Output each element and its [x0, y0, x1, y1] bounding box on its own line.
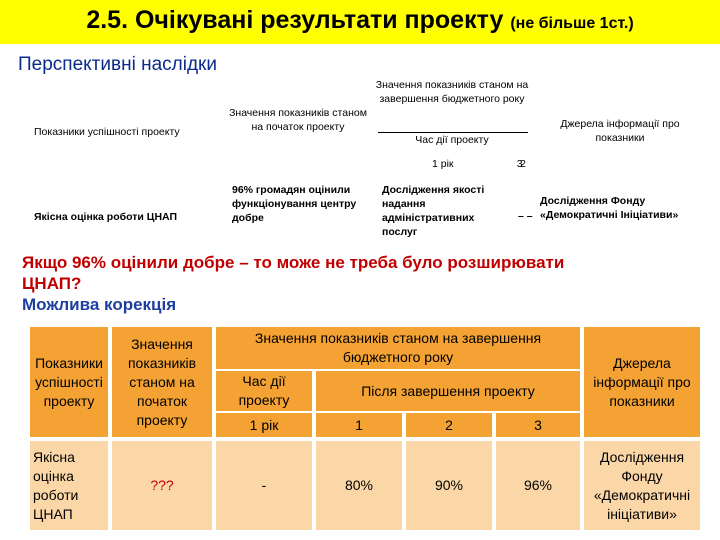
- upper-h-divider: [378, 132, 528, 133]
- lower-h-start: Значення показників станом на початок пр…: [112, 327, 212, 437]
- lower-year1: 1 рік: [216, 413, 312, 437]
- lower-row-start: ???: [112, 441, 212, 530]
- upper-row-start: 96% громадян оцінили функціонування цент…: [232, 184, 357, 224]
- upper-h-sources: Джерела інформації про показники: [560, 118, 680, 144]
- upper-row-dash: – –: [518, 210, 533, 222]
- title-note: (не більше 1ст.): [510, 15, 634, 32]
- lower-after-col-3: 3: [496, 413, 580, 437]
- upper-h-indicators: Показники успішності проекту: [34, 126, 180, 138]
- slide-subtitle: Перспективні наслідки: [18, 54, 217, 75]
- lower-after-col-1: 1: [316, 413, 402, 437]
- lower-h-sources: Джерела інформації про показники: [584, 327, 700, 437]
- lower-row-duration: -: [216, 441, 312, 530]
- correction-note: Якщо 96% оцінили добре – то може не треб…: [22, 252, 712, 315]
- title-bar: [0, 0, 720, 44]
- upper-row-source: Дослідження Фонду «Демократичні Ініціати…: [540, 195, 679, 221]
- lower-h-duration: Час дії проекту: [216, 371, 312, 411]
- upper-h-start: Значення показників станом на початок пр…: [229, 107, 367, 133]
- title-main: 2.5. Очікувані результати проекту: [86, 6, 504, 34]
- lower-after-col-2: 2: [406, 413, 492, 437]
- upper-row-indicator: Якісна оцінка роботи ЦНАП: [34, 211, 178, 223]
- note-line-2: ЦНАП?: [22, 274, 82, 293]
- lower-row-after-1: 80%: [316, 441, 402, 530]
- upper-row-end: Дослідження якості надання адміністратив…: [382, 184, 485, 238]
- lower-row-after-3: 96%: [496, 441, 580, 530]
- note-line-1: Якщо 96% оцінили добре – то може не треб…: [22, 253, 565, 272]
- upper-year-label: 1 рік: [432, 158, 454, 170]
- lower-h-indicators: Показники успішності проекту: [30, 327, 108, 437]
- upper-h-duration: Час дії проекту: [415, 134, 489, 146]
- note-line-3: Можлива корекція: [22, 295, 177, 314]
- lower-row-source: Дослідження Фонду «Демократичні ініціати…: [584, 441, 700, 530]
- slide-title: 2.5. Очікувані результати проекту (не бі…: [0, 6, 720, 35]
- lower-h-after: Після завершення проекту: [316, 371, 580, 411]
- lower-h-end: Значення показників станом на завершення…: [216, 327, 580, 369]
- lower-row-after-2: 90%: [406, 441, 492, 530]
- lower-row-indicator: Якісна оцінка роботи ЦНАП: [30, 441, 108, 530]
- upper-h-end: Значення показників станом на завершення…: [375, 79, 529, 105]
